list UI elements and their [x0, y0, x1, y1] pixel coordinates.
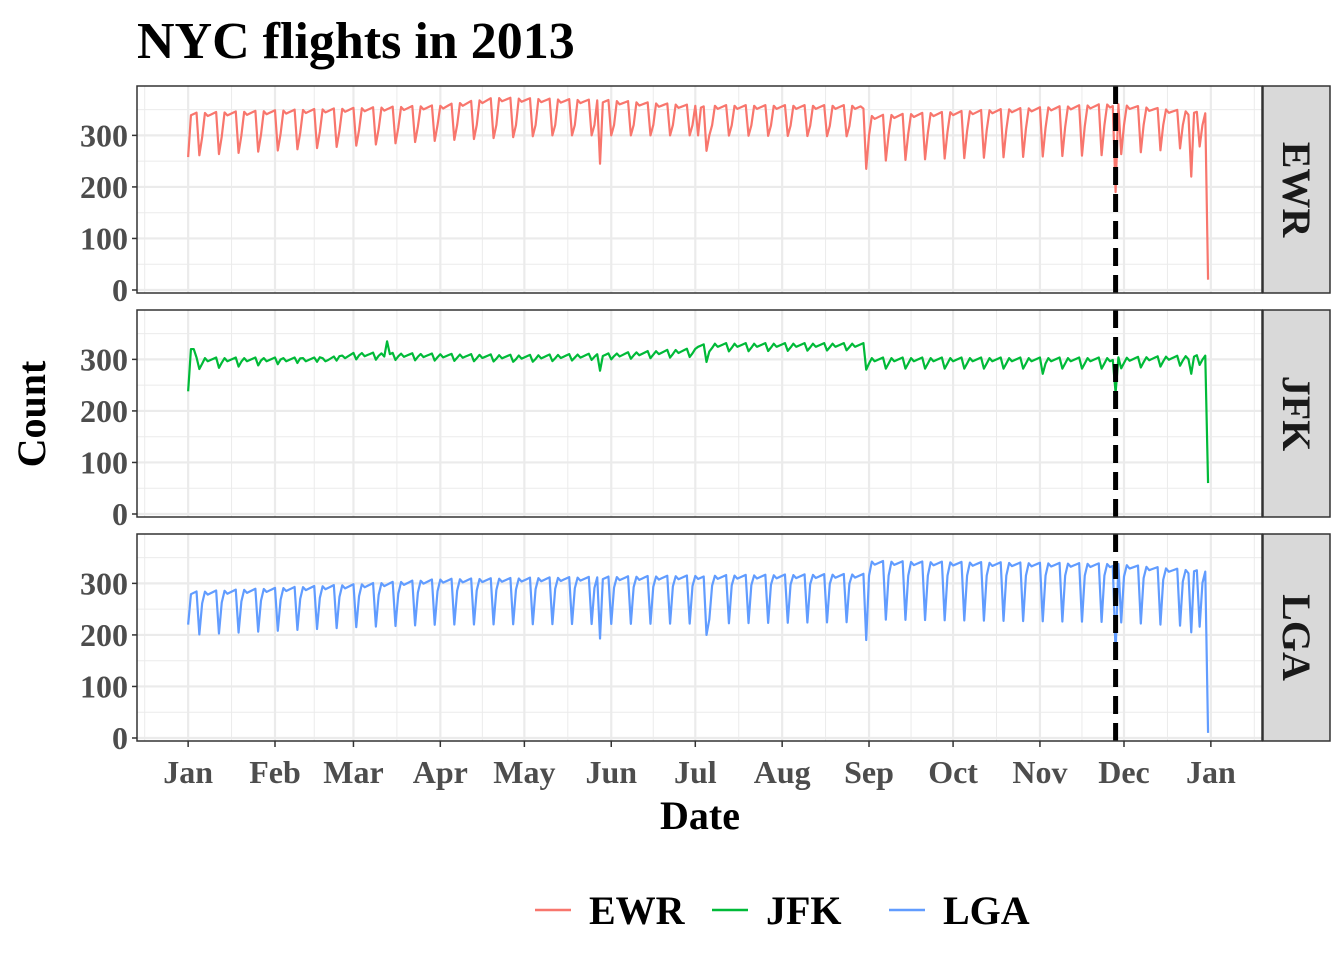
x-tick-label: Jun: [585, 754, 637, 790]
legend: EWR JFK LGA: [535, 888, 1030, 933]
y-tick-label: 100: [80, 668, 128, 704]
facet-panel-ewr: 0 100 200 300 EWR: [80, 85, 1331, 308]
y-tick-label: 100: [80, 220, 128, 256]
panel-border: [136, 533, 1263, 742]
x-tick-label: Sep: [844, 754, 894, 790]
x-tick-label: Nov: [1012, 754, 1067, 790]
y-tick-label: 200: [80, 393, 128, 429]
x-tick-label: Apr: [413, 754, 468, 790]
y-tick-label: 0: [112, 496, 128, 532]
series-line-jfk: [187, 340, 1210, 484]
y-tick-label: 200: [80, 169, 128, 205]
facet-strip: [1262, 533, 1331, 742]
facet-strip: [1262, 85, 1331, 294]
y-tick-label: 200: [80, 617, 128, 653]
facet-panel-jfk: 0 100 200 300 JFK: [80, 309, 1331, 532]
panel-background: [137, 534, 1262, 741]
x-tick-label: Jan: [163, 754, 213, 790]
panel-background: [137, 310, 1262, 517]
x-tick-label: May: [493, 754, 555, 790]
legend-label: LGA: [943, 888, 1030, 933]
facet-strip-label: EWR: [1274, 142, 1319, 239]
y-tick-label: 300: [80, 117, 128, 153]
x-tick-label: Jul: [674, 754, 717, 790]
y-tick-label: 300: [80, 341, 128, 377]
legend-item-jfk: JFK: [712, 888, 842, 933]
x-tick-label: Aug: [754, 754, 811, 790]
x-tick-label: Feb: [249, 754, 301, 790]
y-tick-label: 300: [80, 565, 128, 601]
y-tick-label: 0: [112, 272, 128, 308]
legend-item-lga: LGA: [889, 888, 1030, 933]
legend-label: JFK: [766, 888, 842, 933]
y-tick-label: 0: [112, 720, 128, 756]
legend-item-ewr: EWR: [535, 888, 686, 933]
series-line-lga: [187, 559, 1210, 733]
facet-panels: 0 100 200 300 EWR 0 100 200 300 JFK 0 100 200 300 LGA: [80, 85, 1331, 756]
x-tick-label: Mar: [323, 754, 383, 790]
y-tick-label: 100: [80, 444, 128, 480]
x-tick-label: Jan: [1186, 754, 1236, 790]
series-line-ewr: [187, 96, 1210, 280]
x-axis: Jan Feb Mar Apr May Jun Jul Aug Sep Oct Nov Dec Jan: [163, 741, 1236, 790]
panel-border: [136, 85, 1263, 294]
facet-strip-label: JFK: [1274, 376, 1319, 452]
x-tick-label: Oct: [928, 754, 978, 790]
panel-border: [136, 309, 1263, 518]
legend-label: EWR: [589, 888, 686, 933]
x-tick-label: Dec: [1098, 754, 1150, 790]
y-axis-title: Count: [9, 360, 54, 467]
facet-strip: [1262, 309, 1331, 518]
chart-title: NYC flights in 2013: [137, 13, 575, 70]
facet-panel-lga: 0 100 200 300 LGA: [80, 533, 1331, 756]
facet-strip-label: LGA: [1274, 594, 1319, 681]
x-axis-title: Date: [660, 793, 740, 838]
